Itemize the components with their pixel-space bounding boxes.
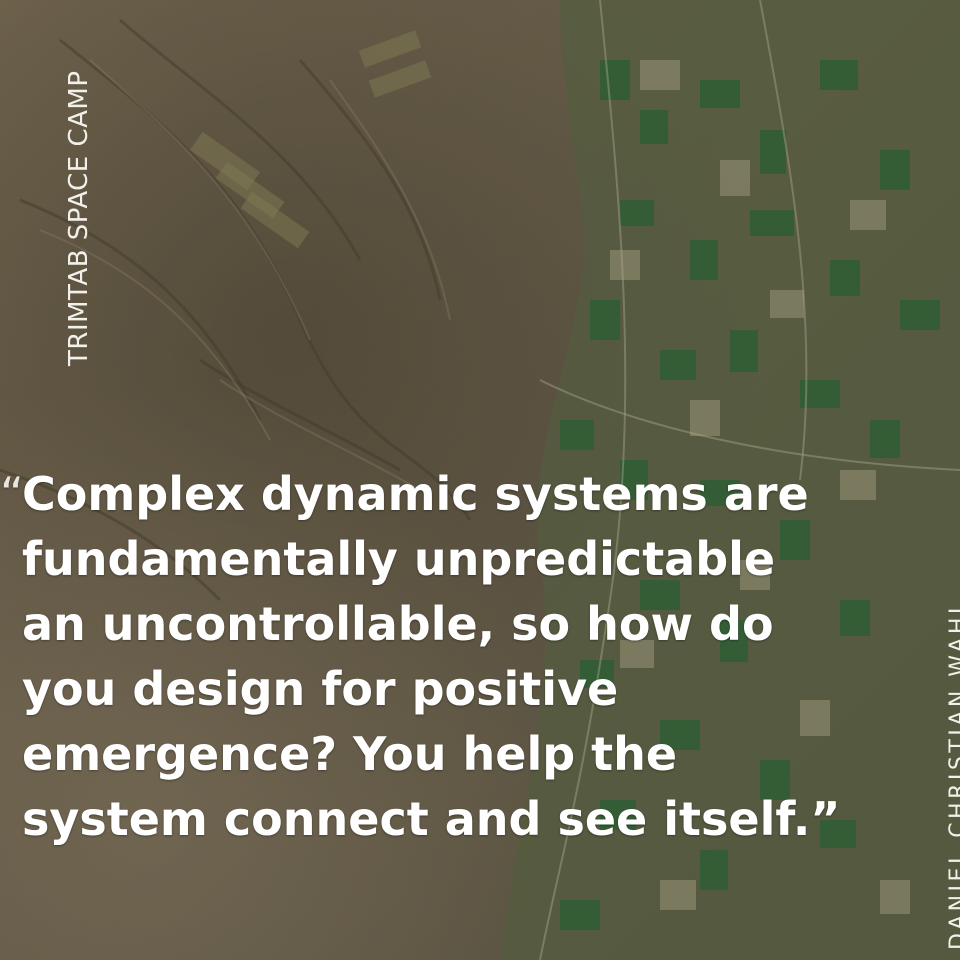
author-vertical-label: DANIEL CHRISTIAN WAHL — [946, 598, 960, 950]
quote-line: system connect and see itself.” — [22, 792, 841, 846]
quote-line: an uncontrollable, so how do — [22, 597, 774, 651]
quote-text: “Complex dynamic systems are fundamental… — [0, 462, 900, 852]
quote-line: fundamentally unpredictable — [22, 532, 776, 586]
quote-line: you design for positive — [22, 662, 619, 716]
open-quote-mark: “ — [0, 467, 24, 521]
quote-line: emergence? You help the — [22, 727, 678, 781]
brand-vertical-label: TRIMTAB SPACE CAMP — [64, 70, 94, 366]
quote-line: “Complex dynamic systems are — [0, 462, 900, 527]
